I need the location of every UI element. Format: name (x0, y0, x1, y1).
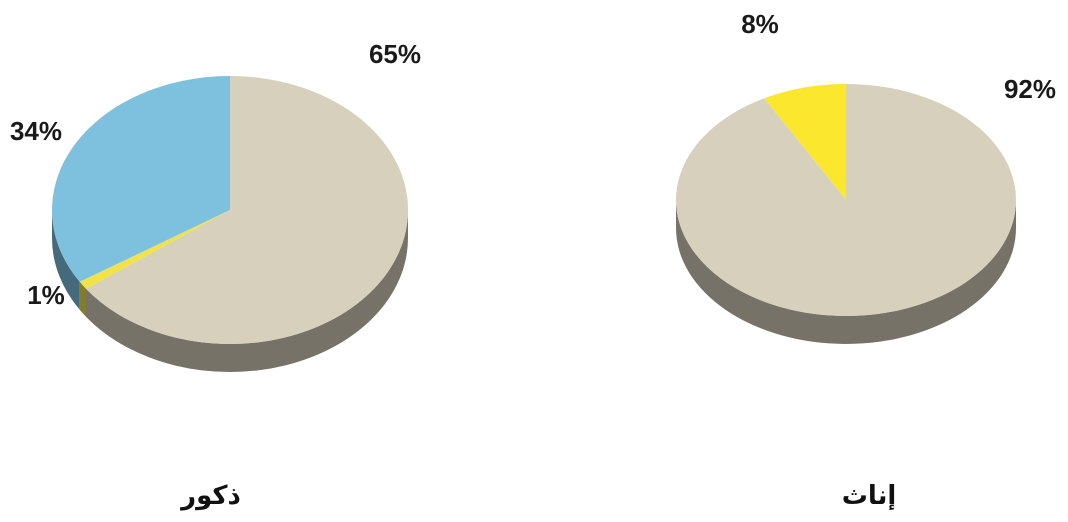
pie-chart-males (52, 76, 409, 372)
pie-0-slice-0-side (85, 210, 409, 372)
caption-females: إناث (842, 481, 897, 511)
pie-chart-females (676, 84, 1017, 344)
pie-0-slice-2-side (52, 210, 80, 310)
pie-0-slice-2 (52, 76, 230, 282)
label-females-92: 92% (1004, 74, 1056, 104)
pie-1-slice-0 (676, 84, 1017, 317)
label-males-1: 1% (27, 280, 65, 310)
pie-0-slice-0 (85, 76, 409, 344)
pie-1-slice-1 (764, 84, 846, 200)
pie-1-slice-0-side (676, 200, 1016, 344)
label-females-8: 8% (741, 9, 779, 39)
label-males-65: 65% (369, 39, 421, 69)
pie-0-slice-1 (79, 210, 231, 289)
caption-males: ذكور (179, 481, 241, 511)
pie-0-slice-1-side (79, 281, 86, 317)
label-males-34: 34% (10, 116, 62, 146)
